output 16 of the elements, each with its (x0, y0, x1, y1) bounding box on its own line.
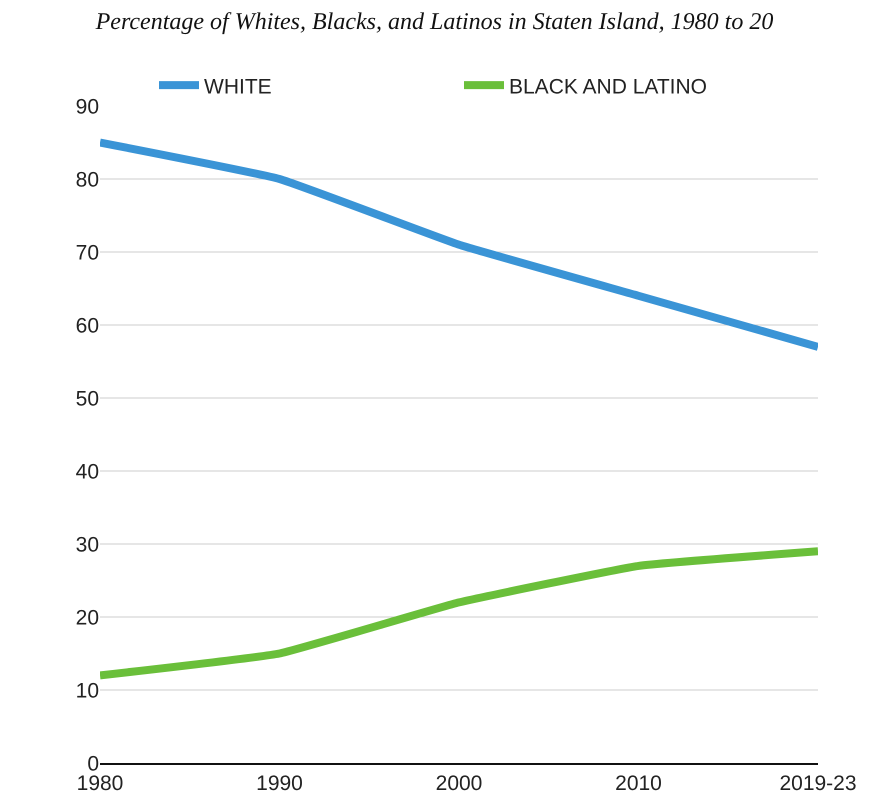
y-tick-label: 80 (76, 168, 99, 192)
legend-label: BLACK AND LATINO (509, 75, 708, 98)
y-tick-label: 40 (76, 460, 99, 484)
legend-label: WHITE (204, 75, 272, 98)
x-tick-label: 1990 (256, 772, 303, 796)
x-tick-label: 2010 (615, 772, 662, 796)
y-tick-label: 90 (76, 95, 99, 118)
y-tick-label: 30 (76, 533, 99, 556)
chart-title: Percentage of Whites, Blacks, and Latinos in Staten Island, 1980 to 20 (94, 8, 774, 35)
y-tick-label: 50 (76, 387, 99, 410)
y-tick-label: 10 (76, 679, 99, 702)
x-tick-label: 2000 (436, 772, 482, 796)
y-tick-label: 20 (76, 606, 99, 630)
y-tick-label: 60 (76, 314, 99, 338)
x-tick-label: 2019-23 (779, 772, 857, 796)
y-tick-label: 70 (76, 241, 99, 264)
